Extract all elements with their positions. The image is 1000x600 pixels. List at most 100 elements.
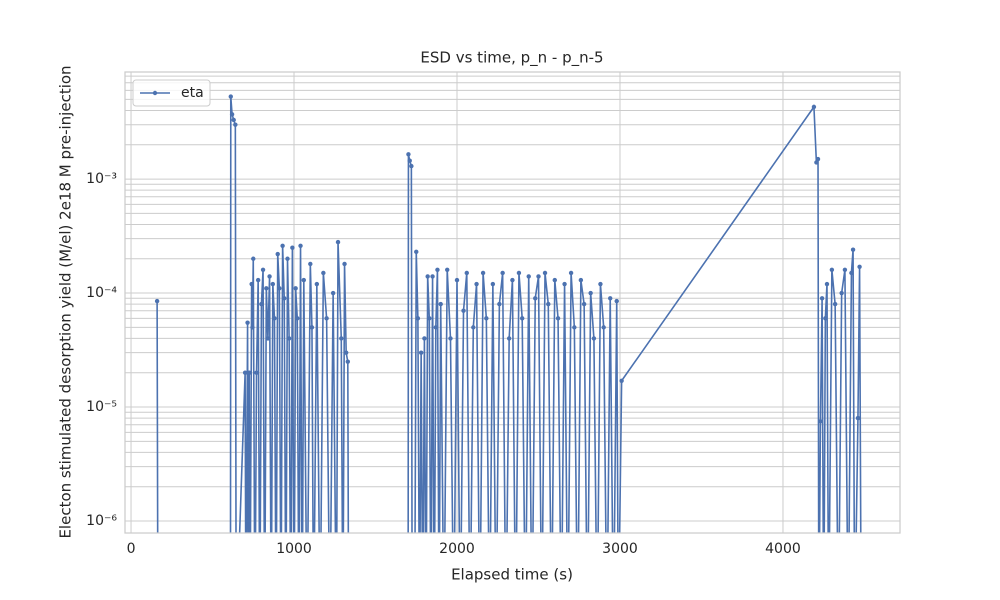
data-point <box>536 274 541 279</box>
data-point <box>839 290 844 296</box>
data-point <box>601 325 606 330</box>
data-point <box>407 158 412 163</box>
plot-area <box>154 94 862 533</box>
data-point <box>246 370 252 375</box>
data-point <box>581 301 587 307</box>
data-point <box>526 274 531 279</box>
data-point <box>591 336 597 341</box>
y-tick-label: 10⁻⁵ <box>86 399 117 415</box>
data-point <box>339 336 344 341</box>
data-point <box>433 325 439 330</box>
data-point <box>552 277 557 283</box>
data-point <box>438 301 443 307</box>
data-point <box>254 370 259 375</box>
data-point <box>572 325 577 330</box>
data-point <box>265 336 271 341</box>
data-point <box>497 301 502 307</box>
data-point <box>343 350 349 355</box>
data-point <box>842 267 848 272</box>
data-point <box>454 277 460 283</box>
data-point <box>342 261 347 267</box>
data-point <box>819 296 825 301</box>
data-point <box>435 267 440 272</box>
data-point <box>857 264 862 269</box>
data-point <box>430 274 435 279</box>
data-point <box>249 281 254 287</box>
data-point <box>519 316 525 321</box>
axes-frame <box>124 71 901 534</box>
data-point <box>298 243 303 248</box>
x-tick-label: 1000 <box>276 541 312 557</box>
data-point <box>345 359 351 364</box>
data-point <box>849 270 854 276</box>
data-point <box>484 316 489 321</box>
legend: eta <box>132 79 211 107</box>
data-point <box>409 163 414 169</box>
data-point <box>818 419 823 424</box>
data-point <box>448 336 453 341</box>
data-point <box>533 296 538 301</box>
data-point <box>272 316 277 321</box>
series-line <box>156 95 862 533</box>
data-point <box>608 296 613 301</box>
data-point <box>546 301 551 307</box>
data-point <box>850 247 856 252</box>
x-tick-label: 2000 <box>439 541 475 557</box>
data-point <box>506 336 512 341</box>
data-point <box>259 301 264 307</box>
data-point <box>406 152 411 157</box>
data-point <box>285 256 290 261</box>
data-point <box>335 239 341 245</box>
data-point <box>474 281 479 287</box>
data-point <box>229 112 235 117</box>
data-point <box>228 94 233 99</box>
data-point <box>516 270 522 276</box>
data-point <box>811 104 817 110</box>
data-point <box>154 298 160 304</box>
data-point <box>500 270 505 276</box>
data-point <box>324 316 329 321</box>
data-point <box>290 245 295 250</box>
data-point <box>275 251 280 257</box>
data-point <box>824 281 830 287</box>
data-point <box>231 117 236 123</box>
data-point <box>330 290 336 296</box>
legend-box <box>132 79 211 107</box>
data-point <box>422 336 427 341</box>
data-point <box>464 270 469 276</box>
data-point <box>425 274 430 279</box>
data-point <box>815 156 821 162</box>
data-point <box>260 267 266 272</box>
data-point <box>264 286 269 291</box>
y-tick-label: 10⁻³ <box>86 171 117 187</box>
x-tick-label: 0 <box>127 541 136 557</box>
data-point <box>277 286 282 291</box>
data-point <box>568 270 574 276</box>
data-point <box>598 281 603 287</box>
data-point <box>588 290 593 296</box>
data-point <box>480 270 486 276</box>
data-point <box>832 301 838 307</box>
data-point <box>445 267 450 272</box>
x-axis-label: Elapsed time (s) <box>451 566 573 584</box>
legend-marker <box>152 90 158 96</box>
data-point <box>267 274 272 279</box>
data-point <box>619 378 624 383</box>
data-point <box>829 267 835 272</box>
data-point <box>270 281 276 287</box>
data-point <box>510 277 515 283</box>
data-point <box>855 415 861 421</box>
data-point <box>295 316 300 321</box>
x-tick-label: 3000 <box>602 541 638 557</box>
data-point <box>414 249 419 255</box>
data-point <box>614 298 619 304</box>
data-point <box>814 160 819 165</box>
data-point <box>251 256 256 261</box>
data-point <box>555 316 561 321</box>
data-point <box>250 325 255 330</box>
data-point <box>308 261 313 267</box>
data-point <box>427 316 432 321</box>
data-point <box>578 277 584 283</box>
data-point <box>415 316 421 321</box>
